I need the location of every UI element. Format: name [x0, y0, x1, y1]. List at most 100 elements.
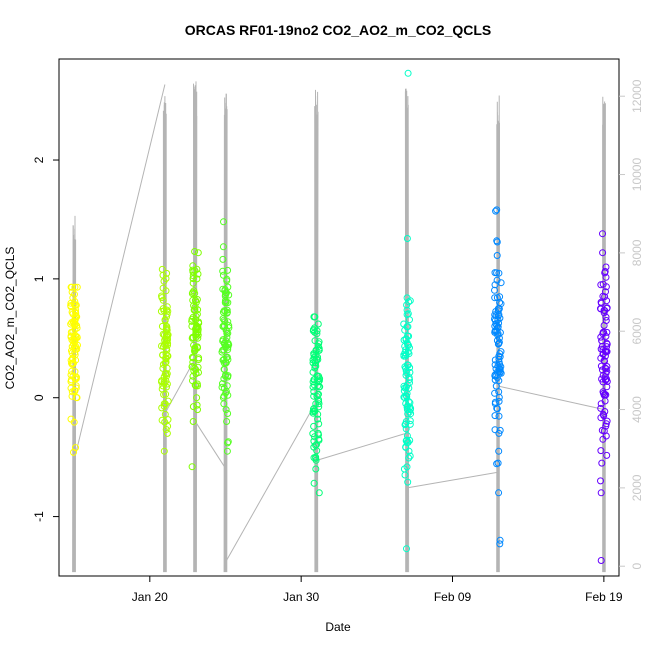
data-point [497, 300, 505, 308]
data-point [403, 463, 411, 471]
data-point [314, 343, 322, 350]
data-point [602, 432, 610, 440]
data-point [404, 410, 412, 418]
data-point [194, 249, 202, 257]
data-point [405, 454, 413, 462]
data-point [219, 356, 227, 364]
data-point [71, 290, 78, 298]
data-point [598, 459, 606, 467]
y-tick-label: 1 [32, 275, 46, 282]
data-point [158, 322, 166, 330]
data-point [193, 394, 201, 402]
data-point [406, 297, 414, 305]
data-point [598, 337, 606, 345]
data-point [193, 296, 201, 303]
data-point [157, 307, 165, 315]
points-layer [67, 69, 611, 564]
data-point [221, 286, 229, 294]
data-point [406, 452, 414, 460]
data-point [193, 322, 201, 330]
data-point [600, 389, 607, 397]
data-point [402, 371, 410, 379]
x-tick-label: Jan 30 [283, 590, 319, 604]
y2-tick-label: 6000 [630, 318, 644, 345]
data-point [495, 393, 503, 401]
y2-tick-label: 4000 [630, 396, 644, 423]
altitude-connector [407, 471, 498, 489]
data-point [69, 360, 77, 368]
altitude-connector [497, 385, 605, 410]
data-point [603, 375, 610, 383]
altitude-connector [164, 358, 196, 414]
data-point [601, 391, 609, 399]
data-point [598, 366, 606, 374]
data-point [495, 447, 503, 455]
data-point [188, 463, 196, 471]
data-point [600, 322, 608, 329]
data-point [219, 255, 227, 263]
data-point [491, 311, 499, 319]
data-point [402, 364, 410, 372]
data-point [600, 309, 608, 317]
data-point [400, 393, 408, 401]
data-point [224, 266, 232, 274]
data-point [313, 330, 321, 338]
data-point [597, 489, 605, 497]
altitude-connector [73, 84, 166, 461]
data-point [406, 417, 414, 425]
data-point [163, 383, 170, 391]
data-point [602, 348, 610, 356]
data-point [220, 340, 228, 348]
data-point [491, 412, 499, 420]
data-point [223, 277, 231, 285]
data-point [496, 350, 504, 358]
data-point [222, 326, 230, 334]
data-point [600, 357, 608, 365]
data-point [309, 430, 317, 438]
data-point [494, 324, 502, 332]
data-point [194, 306, 202, 314]
data-point [495, 412, 503, 420]
data-point [67, 356, 75, 364]
data-point [312, 362, 320, 370]
data-point [602, 313, 610, 321]
data-point [195, 354, 203, 362]
altitude-connector [225, 401, 317, 563]
data-point [492, 365, 500, 373]
data-point [406, 420, 414, 428]
data-point [219, 315, 227, 323]
data-point [310, 326, 317, 334]
data-point [223, 329, 231, 337]
altitude-connector [194, 421, 226, 469]
y2-tick-label: 2000 [630, 474, 644, 501]
data-point [493, 460, 501, 468]
data-point [223, 308, 231, 316]
data-point [495, 269, 503, 277]
data-point [402, 425, 410, 433]
data-point [404, 69, 412, 77]
data-point [189, 268, 197, 276]
data-point [224, 391, 232, 399]
data-point [68, 349, 76, 357]
data-point [311, 324, 319, 332]
data-point [598, 375, 606, 383]
data-point [402, 444, 410, 451]
data-point [158, 294, 166, 302]
data-point [599, 330, 607, 338]
data-point [223, 418, 231, 425]
data-point [493, 405, 501, 413]
data-point [163, 364, 171, 372]
data-point [493, 206, 501, 214]
data-point [491, 398, 499, 406]
data-point [495, 334, 503, 342]
x-tick-label: Feb 09 [434, 590, 472, 604]
data-point [491, 294, 499, 302]
data-point [310, 388, 318, 396]
data-point [189, 403, 197, 411]
y2-tick-label: 12000 [630, 79, 644, 113]
data-point [406, 376, 413, 383]
data-point [70, 343, 78, 351]
data-point [189, 279, 197, 287]
axes-layer: Jan 20 Jan 30 Feb 09 Feb 19 -1 0 1 2 0 2000 4000 60… [32, 79, 644, 604]
data-point [224, 341, 232, 349]
